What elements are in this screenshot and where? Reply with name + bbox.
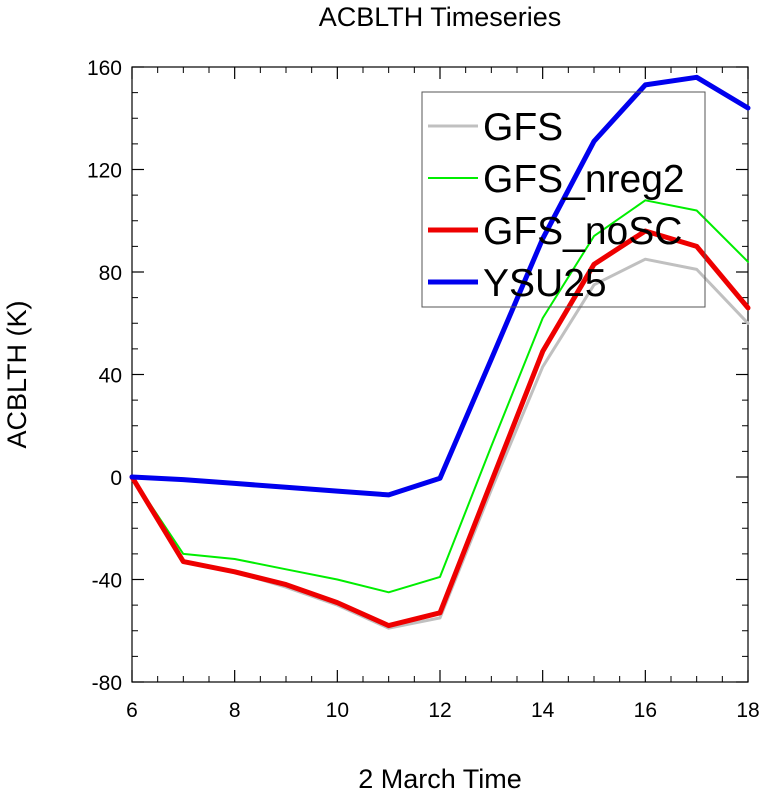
- x-tick-label: 14: [531, 699, 555, 722]
- x-tick-label: 10: [326, 699, 349, 722]
- chart-title: ACBLTH Timeseries: [319, 2, 562, 32]
- legend-label: GFS: [483, 106, 563, 149]
- y-tick-label: 160: [87, 57, 122, 80]
- legend: GFS GFS_nreg2 GFS_noSC YSU25: [421, 91, 706, 308]
- legend-box: [421, 91, 706, 308]
- axes: 6 8 10 12 14 16 18 -80 -40 0 40 80 120 160: [87, 57, 760, 722]
- x-tick-label: 12: [428, 699, 451, 722]
- series-line-gfs: [130, 257, 750, 630]
- series-line-gfs-nreg2: [131, 199, 749, 594]
- series-line-gfs-nosc: [129, 228, 751, 629]
- y-tick-label: 120: [87, 160, 122, 183]
- x-tick-label: 8: [229, 699, 241, 722]
- y-tick-label: -80: [92, 672, 122, 695]
- y-axis-label: ACBLTH (K): [2, 300, 32, 448]
- x-tick-label: 16: [634, 699, 657, 722]
- series-lines: [129, 74, 751, 630]
- y-tick-label: -40: [92, 570, 122, 593]
- y-tick-label: 40: [99, 365, 122, 388]
- series-line-ysu25: [129, 74, 751, 498]
- y-tick-label: 80: [99, 262, 122, 285]
- legend-label: YSU25: [483, 262, 607, 305]
- x-tick-label: 18: [736, 699, 759, 722]
- legend-label: GFS_noSC: [483, 210, 682, 253]
- x-axis-label: 2 March Time: [358, 764, 522, 791]
- legend-label: GFS_nreg2: [483, 158, 685, 201]
- x-tick-label: 6: [126, 699, 138, 722]
- y-tick-label: 0: [110, 467, 122, 490]
